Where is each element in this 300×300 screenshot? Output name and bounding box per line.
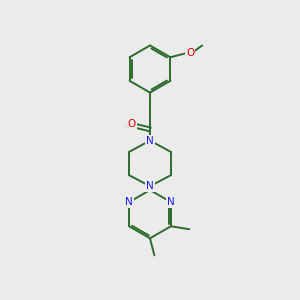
Text: O: O xyxy=(128,119,136,129)
Text: N: N xyxy=(146,136,154,146)
Text: N: N xyxy=(125,197,133,207)
Text: N: N xyxy=(167,197,175,207)
Text: O: O xyxy=(186,48,194,58)
Text: N: N xyxy=(146,181,154,191)
